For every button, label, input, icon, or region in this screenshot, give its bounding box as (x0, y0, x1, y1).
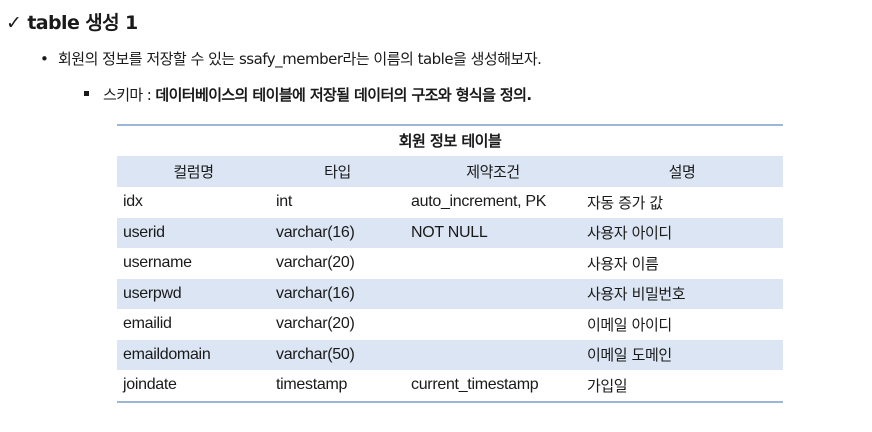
cell-column-name: userid (117, 217, 270, 248)
schema-definition: 데이터베이스의 테이블에 저장될 데이터의 구조와 형식을 정의. (155, 86, 532, 104)
member-info-table: 회원 정보 테이블 컬럼명 타입 제약조건 설명 idx int auto_in… (117, 124, 783, 403)
cell-description: 사용자 아이디 (581, 217, 783, 248)
bullet-item-2: 스키마 : 데이터베이스의 테이블에 저장될 데이터의 구조와 형식을 정의. (84, 84, 532, 105)
table-header-row: 컬럼명 타입 제약조건 설명 (117, 156, 783, 187)
schema-label: 스키마 : (103, 86, 156, 104)
table-row: idx int auto_increment, PK 자동 증가 값 (117, 187, 783, 218)
cell-type: varchar(16) (270, 217, 405, 248)
header-description: 설명 (581, 156, 783, 187)
bullet-item-1-text: 회원의 정보를 저장할 수 있는 ssafy_member라는 이름의 tabl… (58, 50, 542, 68)
table-caption: 회원 정보 테이블 (117, 124, 783, 156)
table-row: userpwd varchar(16) 사용자 비밀번호 (117, 278, 783, 309)
header-column-name: 컬럼명 (117, 156, 270, 187)
cell-description: 이메일 아이디 (587, 315, 672, 334)
cell-column-name: username (123, 254, 192, 272)
cell-type: timestamp (270, 370, 405, 403)
cell-description: 사용자 비밀번호 (581, 278, 783, 309)
checkmark-icon: ✓ (6, 12, 22, 34)
cell-type: varchar(50) (270, 339, 405, 370)
table-row: username varchar(20) 사용자 이름 (117, 248, 783, 279)
cell-constraint: auto_increment, PK (411, 193, 547, 211)
cell-constraint (405, 248, 581, 279)
cell-column-name: joindate (117, 370, 270, 403)
cell-column-name: emailid (123, 315, 172, 333)
section-heading-text: table 생성 1 (27, 12, 138, 34)
bullet-dot-icon: • (40, 50, 49, 68)
cell-description: 가입일 (581, 370, 783, 403)
table-row: joindate timestamp current_timestamp 가입일 (117, 370, 783, 403)
cell-column-name: idx (123, 193, 143, 211)
cell-type: int (276, 193, 292, 211)
cell-type: varchar(20) (276, 315, 355, 333)
cell-constraint (405, 309, 581, 340)
section-heading: ✓ table 생성 1 (6, 8, 138, 35)
table-row: emailid varchar(20) 이메일 아이디 (117, 309, 783, 340)
cell-constraint: current_timestamp (405, 370, 581, 403)
cell-description: 사용자 이름 (587, 254, 659, 273)
bullet-item-1: • 회원의 정보를 저장할 수 있는 ssafy_member라는 이름의 tab… (40, 48, 542, 69)
cell-type: varchar(20) (276, 254, 355, 272)
cell-column-name: emaildomain (117, 339, 270, 370)
header-type: 타입 (270, 156, 405, 187)
square-bullet-icon (84, 91, 89, 96)
cell-type: varchar(16) (270, 278, 405, 309)
cell-constraint (405, 278, 581, 309)
cell-description: 이메일 도메인 (581, 339, 783, 370)
cell-column-name: userpwd (117, 278, 270, 309)
table-row: emaildomain varchar(50) 이메일 도메인 (117, 339, 783, 370)
cell-description: 자동 증가 값 (587, 193, 663, 212)
cell-constraint (405, 339, 581, 370)
cell-constraint: NOT NULL (405, 217, 581, 248)
table-row: userid varchar(16) NOT NULL 사용자 아이디 (117, 217, 783, 248)
header-constraint: 제약조건 (405, 156, 581, 187)
